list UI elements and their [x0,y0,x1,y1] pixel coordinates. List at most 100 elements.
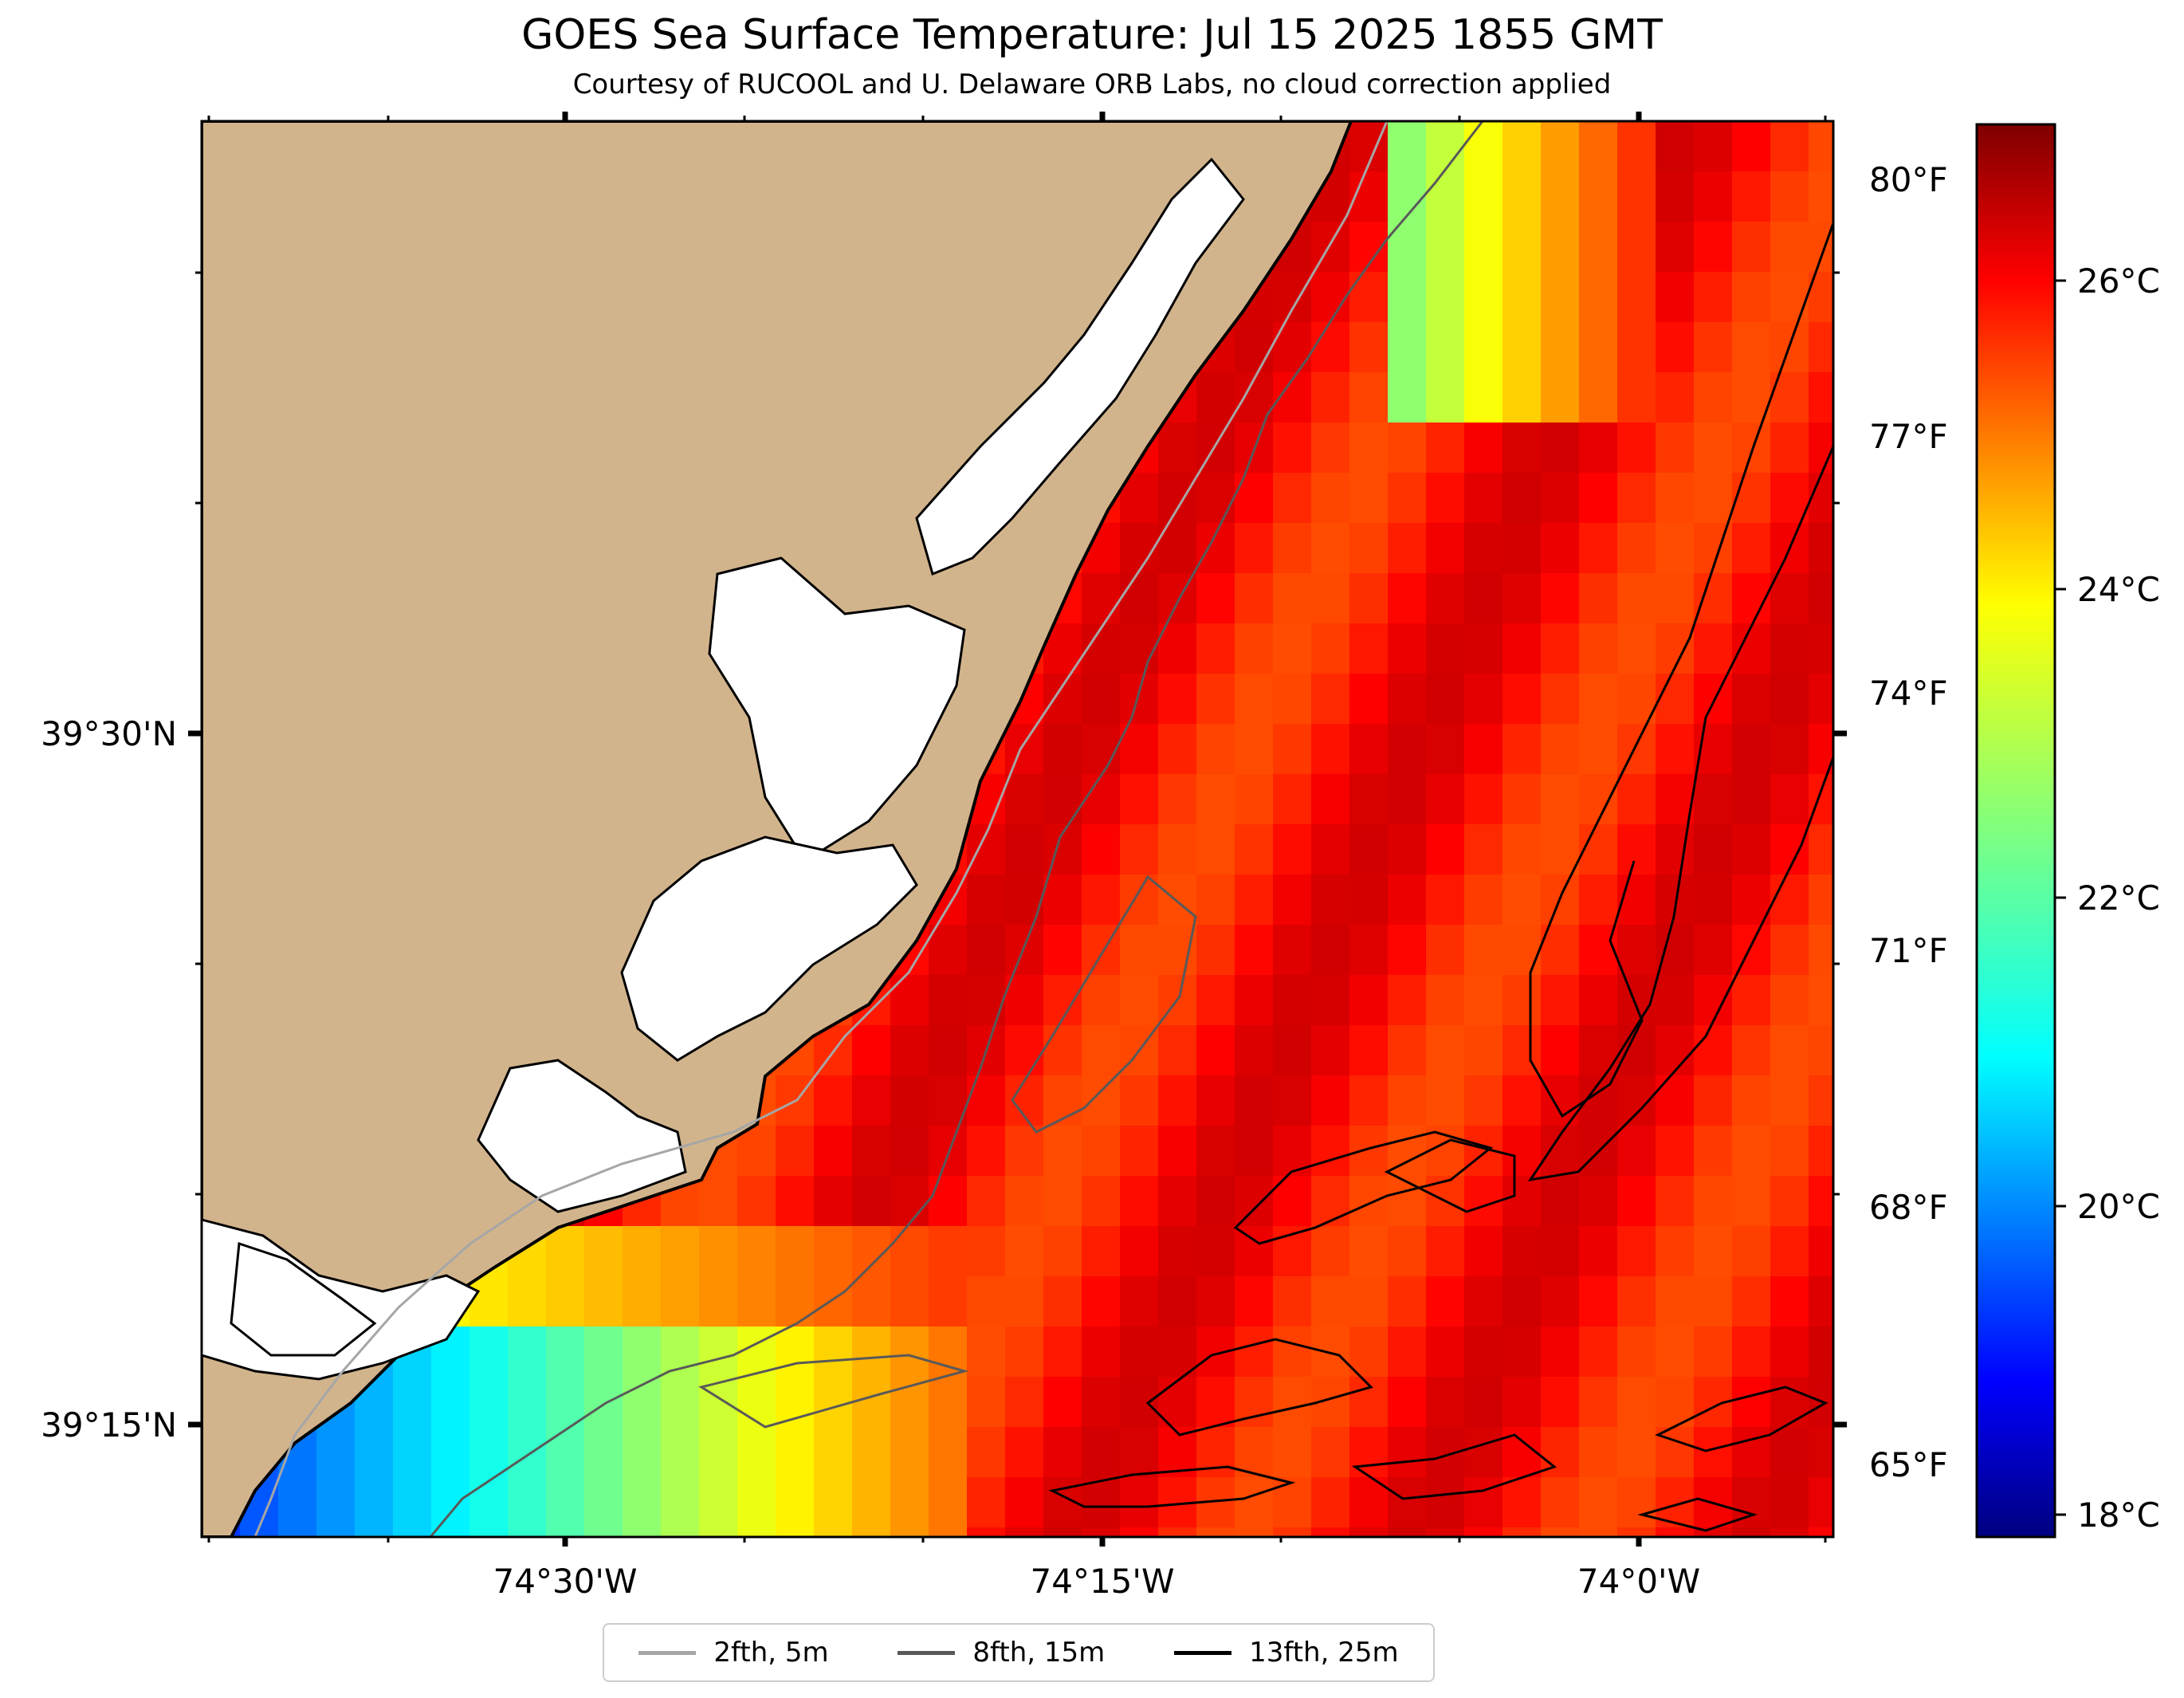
sst-cell [1464,473,1503,524]
sst-cell [1388,222,1427,273]
sst-cell [1617,222,1656,273]
map-frame [200,120,1835,1539]
sst-cell [1196,1377,1235,1428]
sst-cell [890,1226,929,1277]
sst-cell [699,1477,738,1528]
sst-cell [814,1377,853,1428]
sst-cell [967,975,1006,1026]
sst-cell [1082,1226,1121,1277]
sst-cell [1541,674,1580,725]
sst-cell [1809,171,1833,222]
sst-cell [699,1176,738,1227]
sst-cell [1273,724,1312,775]
sst-cell [1196,1025,1235,1076]
sst-cell [1273,623,1312,674]
sst-cell [1349,423,1389,474]
sst-cell [469,1276,509,1327]
sst-cell [1005,875,1044,926]
sst-cell [1579,824,1618,875]
isobath-2fth [253,121,1389,1537]
sst-cell [1694,1427,1733,1478]
sst-cell [1656,1176,1695,1227]
sst-cell [1732,1527,1771,1537]
sst-cell [1541,1226,1580,1277]
sst-cell [1311,674,1350,725]
sst-cell [1082,1075,1121,1126]
sst-cell [1043,1527,1082,1537]
sst-cell [1579,473,1618,524]
sst-cell [890,1427,929,1478]
sst-cell [546,1327,585,1378]
sst-cell [737,1477,776,1528]
sst-cell [1656,875,1695,926]
sst-cell [1082,1377,1121,1428]
sst-cell [1732,1176,1771,1227]
celsius-tick-label: 24°C [2077,570,2160,609]
sst-cell [1809,975,1833,1026]
bay [708,556,966,863]
sst-cell [1158,1075,1197,1126]
sst-cell [1388,1527,1427,1537]
sst-cell [1656,1226,1695,1277]
sst-cell [776,1477,815,1528]
sst-cell [1694,824,1733,875]
sst-cell [1617,824,1656,875]
sst-cell [546,1477,585,1528]
sst-cell [316,1427,355,1478]
sst-cell [1502,322,1542,373]
sst-cell [1656,1075,1695,1126]
sst-cell [1426,523,1465,574]
sst-cell [1120,1327,1159,1378]
sst-cell [1464,322,1503,373]
sst-cell [967,1226,1006,1277]
sst-cell [1235,1176,1274,1227]
sst-cell [546,1427,585,1478]
sst-cell [1311,523,1350,574]
legend-label: 8fth, 15m [972,1637,1106,1669]
sst-cell [623,1327,662,1378]
sst-cell [1005,724,1044,775]
sst-cell [852,1427,891,1478]
sst-cell [1617,1477,1656,1528]
sst-cell [1617,1276,1656,1327]
sst-cell [1311,1527,1350,1537]
sst-cell [1617,121,1656,172]
sst-cell [814,1226,853,1277]
sst-cell [1809,1276,1833,1327]
sst-cell [1809,222,1833,273]
sst-cell [1464,1527,1503,1537]
sst-cell [1349,1176,1389,1227]
sst-cell [1158,1126,1197,1177]
sst-cell [1196,1527,1235,1537]
sst-cell [508,1276,547,1327]
sst-cell [546,1527,585,1537]
sst-cell [1656,1527,1695,1537]
sst-cell [1426,473,1465,524]
sst-cell [1617,1427,1656,1478]
sst-cell [1388,1427,1427,1478]
sst-cell [1388,1226,1427,1277]
sst-cell [1694,573,1733,624]
sst-cell [1617,523,1656,574]
sst-cell [1770,272,1809,323]
sst-cell [546,1226,585,1277]
sst-cell [1694,272,1733,323]
sst-cell [737,1377,776,1428]
sst-cell [1502,1075,1542,1126]
sst-cell [814,1527,853,1537]
sst-cell [1082,1126,1121,1177]
sst-cell [1809,774,1833,825]
sst-cell [1541,1327,1580,1378]
sst-cell [1694,875,1733,926]
sst-cell [1426,875,1465,926]
sst-cell [1349,875,1389,926]
sst-cell [1809,322,1833,373]
sst-cell [1541,1377,1580,1428]
sst-cell [1541,1527,1580,1537]
sst-cell [1388,875,1427,926]
sst-cell [1541,322,1580,373]
sst-cell [1656,222,1695,273]
sst-cell [1426,674,1465,725]
sst-cell [1273,774,1312,825]
